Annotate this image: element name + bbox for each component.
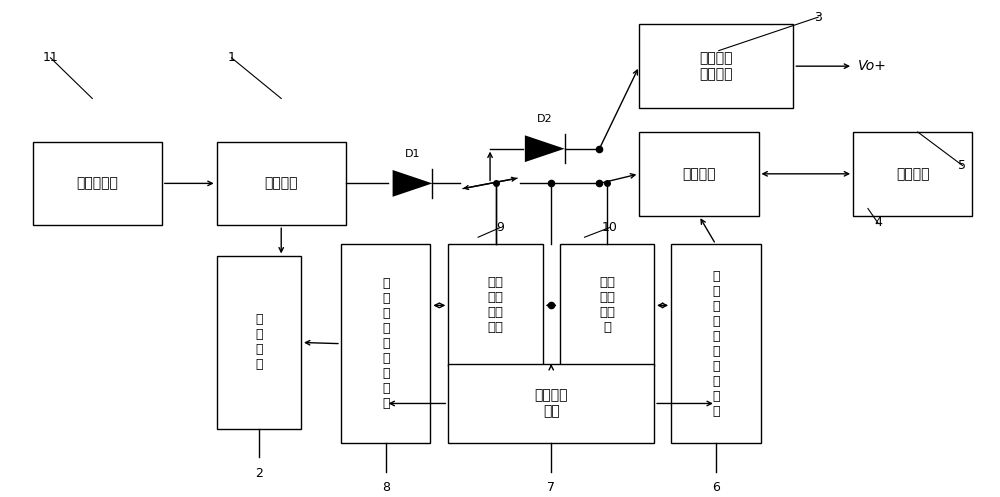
Text: 旁
路
开
关: 旁 路 开 关: [255, 314, 263, 371]
Bar: [217, 256, 301, 428]
Bar: [217, 142, 346, 225]
Text: 过
压
控
制
与
驱
动
电
路: 过 压 控 制 与 驱 动 电 路: [382, 277, 389, 410]
Text: 11: 11: [43, 51, 58, 64]
Text: 充
放
电
控
制
与
驱
动
电
路: 充 放 电 控 制 与 驱 动 电 路: [712, 270, 720, 417]
Text: 双向开关: 双向开关: [682, 167, 716, 181]
Text: 9: 9: [496, 221, 504, 234]
Text: 7: 7: [547, 481, 555, 494]
Text: 8: 8: [382, 481, 390, 494]
Text: 充电
压采
样电
路: 充电 压采 样电 路: [599, 276, 615, 334]
Text: 10: 10: [601, 221, 617, 234]
Text: 过压
保护
采样
电路: 过压 保护 采样 电路: [488, 276, 504, 334]
Text: 超级电容: 超级电容: [896, 167, 929, 181]
Bar: [639, 132, 759, 216]
Bar: [33, 142, 162, 225]
Text: Vo+: Vo+: [858, 59, 887, 73]
Text: 5: 5: [958, 159, 966, 172]
Text: 基准电压
电路: 基准电压 电路: [534, 388, 568, 418]
Text: 1: 1: [228, 51, 235, 64]
Text: D2: D2: [537, 114, 553, 124]
Text: 电流互感器: 电流互感器: [76, 176, 118, 190]
Text: 3: 3: [814, 10, 822, 24]
Text: 4: 4: [874, 216, 882, 229]
Bar: [341, 245, 430, 443]
Bar: [560, 245, 654, 366]
Text: 整流电路: 整流电路: [264, 176, 298, 190]
Polygon shape: [393, 170, 432, 197]
Bar: [853, 132, 972, 216]
Bar: [448, 364, 654, 443]
Text: 2: 2: [255, 467, 263, 480]
Text: 6: 6: [712, 481, 720, 494]
Text: 直流电压
转换电路: 直流电压 转换电路: [700, 51, 733, 82]
Bar: [448, 245, 543, 366]
Bar: [639, 24, 793, 108]
Bar: [671, 245, 761, 443]
Polygon shape: [525, 135, 565, 162]
Text: D1: D1: [405, 149, 420, 159]
